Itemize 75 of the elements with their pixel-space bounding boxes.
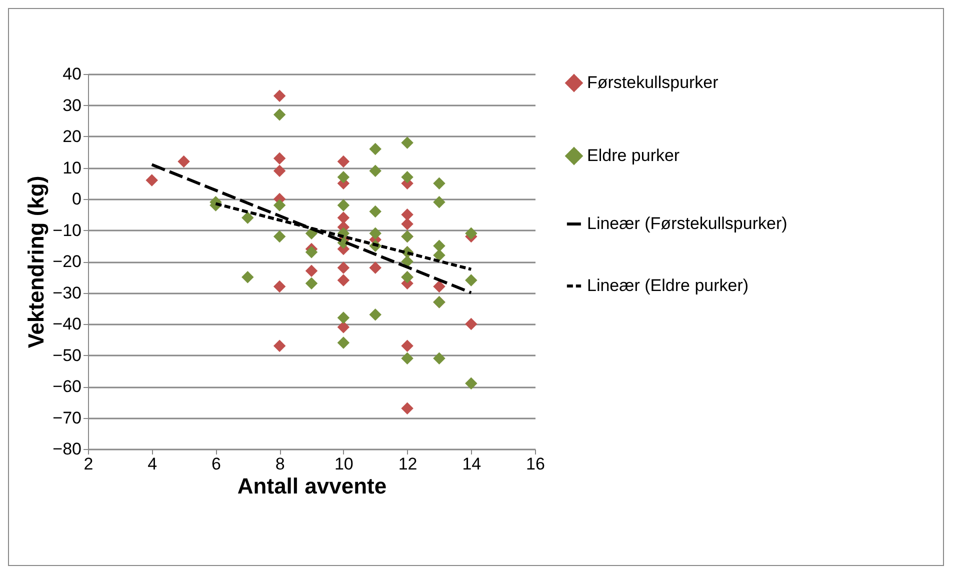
point: [337, 171, 350, 184]
point: [337, 199, 350, 212]
x-tick-label: 4: [148, 454, 158, 474]
point: [337, 321, 350, 334]
point: [305, 277, 318, 290]
y-tick-label: 0: [72, 190, 82, 208]
legend-label: Eldre purker: [587, 146, 680, 165]
point: [401, 136, 414, 149]
point: [401, 402, 414, 414]
y-tick-label: 10: [62, 158, 82, 178]
point: [433, 240, 446, 252]
point: [242, 212, 254, 224]
y-tick-label: −60: [52, 377, 82, 396]
point: [369, 164, 382, 177]
point: [337, 212, 350, 224]
point: [273, 199, 286, 212]
point: [273, 108, 286, 121]
y-tick-label: 30: [62, 96, 82, 115]
point: [178, 155, 190, 168]
point: [465, 318, 478, 330]
y-axis-title: Vektendring (kg): [24, 176, 49, 348]
y-tick-label: −70: [52, 408, 82, 428]
y-tick-label: −20: [52, 252, 82, 271]
point: [337, 155, 350, 168]
point: [401, 171, 414, 184]
point: [401, 255, 414, 268]
point: [433, 196, 446, 208]
point: [433, 177, 446, 190]
point: [337, 312, 350, 324]
point: [337, 274, 350, 286]
point: [273, 230, 286, 243]
y-tick-label: −40: [52, 314, 82, 334]
x-tick-label: 12: [398, 454, 418, 474]
point: [401, 208, 414, 221]
point: [337, 336, 350, 349]
point: [465, 227, 478, 240]
y-tick-label: −30: [52, 283, 82, 302]
point: [465, 274, 478, 286]
point: [273, 340, 286, 352]
x-tick-label: 8: [275, 454, 285, 474]
point: [305, 246, 318, 258]
y-tick-label: −50: [52, 346, 82, 365]
point: [369, 205, 382, 218]
point: [401, 340, 414, 352]
legend-label: Lineær (Førstekullspurker): [587, 214, 788, 233]
point: [465, 377, 478, 390]
legend-label: Førstekullspurker: [587, 73, 719, 92]
x-tick-label: 10: [334, 454, 354, 474]
x-tick-label: 6: [211, 454, 221, 474]
point: [433, 352, 446, 364]
point: [273, 90, 286, 102]
point: [433, 280, 446, 293]
x-tick-label: 2: [84, 454, 94, 474]
point: [273, 280, 286, 293]
x-tick-label: 16: [526, 454, 545, 474]
point: [433, 249, 446, 262]
point: [401, 218, 414, 230]
y-tick-label: 20: [62, 127, 82, 146]
point: [305, 264, 318, 277]
point: [337, 262, 350, 274]
x-axis-title: Antall avvente: [237, 474, 387, 498]
point: [273, 164, 286, 177]
point: [369, 227, 382, 240]
point: [369, 262, 382, 274]
x-tick-label: 14: [462, 454, 482, 474]
point: [369, 142, 382, 156]
point: [369, 308, 382, 321]
point: [401, 352, 414, 364]
y-tick-label: −10: [52, 220, 82, 240]
point: [242, 271, 254, 284]
point: [146, 174, 158, 186]
point: [273, 152, 286, 164]
y-tick-label: 40: [62, 64, 82, 84]
legend-label: Lineær (Eldre purker): [587, 276, 749, 295]
y-tick-label: −80: [52, 440, 82, 458]
